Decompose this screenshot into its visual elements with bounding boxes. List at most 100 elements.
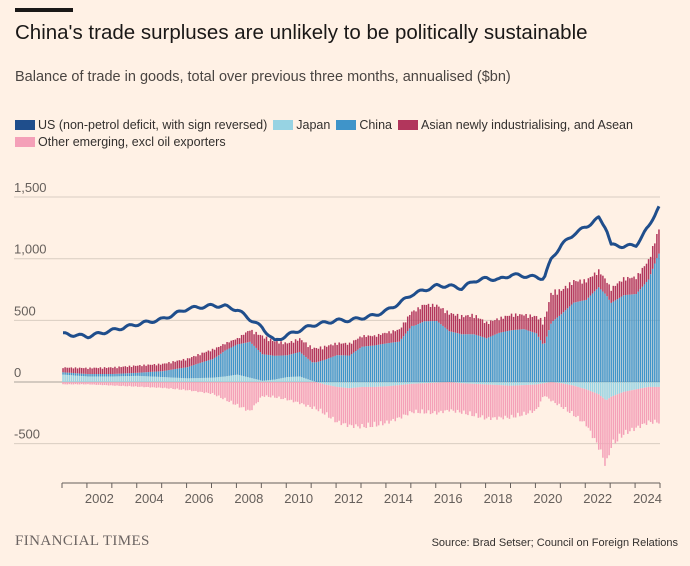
bar-other — [498, 385, 500, 417]
bar-asia — [255, 331, 257, 348]
bar-china — [118, 373, 120, 377]
legend-label-japan: Japan — [296, 117, 331, 132]
bar-other — [282, 382, 284, 400]
bar-china — [624, 295, 627, 382]
bar-japan — [245, 376, 247, 382]
bar-asia — [325, 346, 328, 360]
bar-asia — [199, 355, 201, 363]
bar-china — [251, 343, 253, 379]
bar-asia — [228, 342, 230, 349]
bar-asia — [346, 344, 349, 356]
bar-china — [413, 325, 415, 382]
bar-other — [523, 385, 525, 412]
bar-china — [467, 334, 469, 382]
bar-other — [494, 384, 496, 418]
bar-china — [539, 340, 542, 382]
bar-asia — [606, 282, 608, 297]
bar-asia — [282, 344, 284, 356]
bar-other — [583, 388, 585, 422]
bar-other — [496, 384, 498, 420]
bar-other — [276, 382, 278, 399]
bar-japan — [616, 382, 619, 395]
bar-asia — [303, 342, 305, 356]
bar-other — [238, 382, 241, 408]
bar-other — [485, 384, 488, 419]
bar-asia — [365, 336, 367, 347]
bar-other — [541, 383, 544, 398]
bar-other — [298, 382, 301, 405]
bar-china — [649, 274, 652, 382]
bar-asia — [546, 311, 548, 337]
bar-japan — [504, 382, 507, 386]
bar-china — [305, 357, 307, 379]
bar-china — [361, 346, 363, 382]
bar-other — [309, 382, 311, 408]
bar-asia — [440, 308, 442, 325]
bar-asia — [514, 313, 517, 330]
bar-asia — [80, 367, 83, 374]
bar-china — [392, 342, 394, 382]
bar-other — [382, 386, 384, 426]
bar-japan — [656, 382, 658, 387]
bar-asia — [292, 342, 295, 354]
bar-china — [384, 343, 386, 382]
bar-asia — [608, 284, 610, 300]
bar-china — [334, 355, 336, 382]
bar-japan — [332, 382, 334, 387]
bar-japan — [635, 382, 637, 390]
bar-asia — [400, 327, 403, 339]
bar-japan — [62, 374, 64, 382]
bar-china — [174, 369, 176, 378]
bar-japan — [305, 378, 307, 382]
y-tick-label: 1,500 — [14, 180, 47, 195]
bar-japan — [336, 382, 338, 387]
bar-japan — [427, 382, 430, 384]
bar-other — [519, 385, 521, 417]
bar-china — [438, 322, 440, 382]
bar-asia — [91, 368, 93, 375]
bar-asia — [388, 331, 390, 344]
bar-china — [452, 332, 455, 382]
bar-asia — [382, 333, 384, 344]
bar-asia — [357, 338, 359, 350]
bar-japan — [346, 382, 349, 388]
bar-other — [373, 386, 376, 422]
bar-other — [307, 382, 309, 405]
bar-other — [593, 392, 596, 439]
bar-japan — [379, 382, 382, 387]
bar-asia — [384, 332, 386, 344]
bar-asia — [340, 343, 343, 356]
bar-asia — [74, 367, 77, 374]
bar-japan — [654, 382, 656, 387]
bar-other — [535, 384, 538, 409]
bar-asia — [116, 368, 118, 374]
bar-japan — [240, 375, 243, 382]
bar-other — [209, 382, 212, 394]
bar-china — [290, 354, 293, 377]
bar-other — [261, 382, 264, 397]
bar-other — [581, 388, 583, 422]
bar-asia — [552, 294, 554, 322]
bar-asia — [402, 322, 405, 337]
bar-other — [651, 386, 654, 424]
bar-other — [230, 382, 232, 401]
bar-china — [643, 284, 646, 382]
bar-china — [97, 374, 100, 377]
bar-china — [191, 365, 193, 379]
bar-other — [180, 382, 183, 390]
bar-china — [274, 355, 276, 380]
bar-japan — [533, 382, 536, 385]
bar-japan — [433, 382, 436, 383]
bar-other — [604, 399, 606, 466]
bar-asia — [531, 316, 534, 332]
bar-asia — [544, 316, 546, 344]
bar-other — [132, 382, 135, 387]
source-note: Source: Brad Setser; Council on Foreign … — [431, 537, 678, 549]
bar-japan — [68, 375, 71, 382]
bar-other — [218, 382, 220, 396]
bar-other — [415, 383, 417, 410]
bar-other — [504, 385, 507, 416]
bar-asia — [83, 368, 85, 374]
bar-asia — [406, 316, 409, 331]
bar-other — [425, 383, 428, 414]
